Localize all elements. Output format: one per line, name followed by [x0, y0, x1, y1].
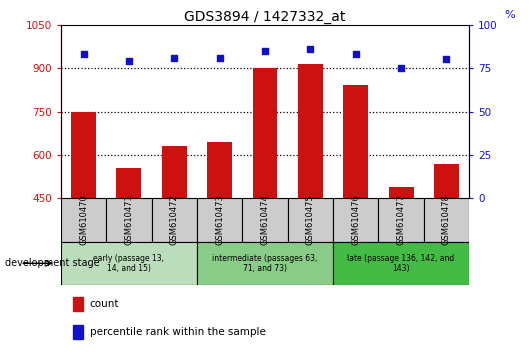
Bar [298, 64, 323, 329]
Text: GSM610470: GSM610470 [79, 195, 88, 245]
Text: count: count [90, 299, 119, 309]
Point [170, 55, 179, 61]
Text: GSM610477: GSM610477 [396, 194, 405, 245]
Bar [242, 198, 288, 241]
Text: GSM610471: GSM610471 [125, 195, 134, 245]
Bar [73, 325, 83, 339]
Bar [434, 164, 459, 329]
Text: percentile rank within the sample: percentile rank within the sample [90, 327, 266, 337]
Bar [288, 198, 333, 241]
Bar [423, 198, 469, 241]
Text: GSM610472: GSM610472 [170, 195, 179, 245]
Point [397, 65, 405, 71]
Point [442, 57, 450, 62]
Bar [388, 187, 413, 329]
Bar [162, 146, 187, 329]
Bar [343, 85, 368, 329]
Bar [61, 198, 107, 241]
Bar [252, 68, 278, 329]
Point [306, 46, 315, 52]
Bar [71, 112, 96, 329]
Point [80, 51, 88, 57]
Bar [378, 198, 423, 241]
Point [261, 48, 269, 53]
Text: early (passage 13,
14, and 15): early (passage 13, 14, and 15) [93, 253, 164, 273]
Bar [197, 241, 333, 285]
Bar [117, 168, 142, 329]
Bar [107, 198, 152, 241]
Text: %: % [505, 10, 515, 19]
Text: GSM610475: GSM610475 [306, 195, 315, 245]
Text: late (passage 136, 142, and
143): late (passage 136, 142, and 143) [347, 253, 455, 273]
Bar [152, 198, 197, 241]
Text: GSM610474: GSM610474 [261, 195, 269, 245]
Point [215, 55, 224, 61]
Bar [333, 241, 469, 285]
Point [351, 51, 360, 57]
Text: development stage: development stage [5, 258, 100, 268]
Text: GSM610478: GSM610478 [442, 194, 451, 245]
Bar [333, 198, 378, 241]
Title: GDS3894 / 1427332_at: GDS3894 / 1427332_at [184, 10, 346, 24]
Point [125, 58, 133, 64]
Text: intermediate (passages 63,
71, and 73): intermediate (passages 63, 71, and 73) [213, 253, 317, 273]
Text: GSM610473: GSM610473 [215, 194, 224, 245]
Text: GSM610476: GSM610476 [351, 194, 360, 245]
Bar [197, 198, 242, 241]
Bar [61, 241, 197, 285]
Bar [207, 142, 232, 329]
Bar [73, 297, 83, 311]
